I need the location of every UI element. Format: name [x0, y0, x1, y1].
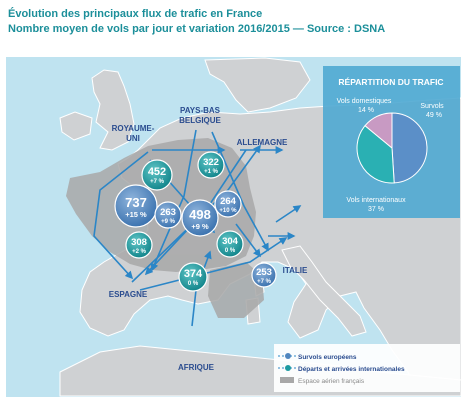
- pct-survols: 49 %: [426, 112, 442, 119]
- arrow-spain-italy: [139, 237, 288, 291]
- label-vols-internationaux: Vols internationaux: [346, 197, 406, 204]
- arrow-uk-spain: [93, 151, 149, 280]
- flow-bubble-circle: [141, 159, 173, 191]
- flow-value: 264: [220, 196, 237, 207]
- flow-value: 498: [189, 207, 211, 222]
- legend-label-survols: Survols européens: [298, 354, 357, 361]
- flow-bubble-circle: [178, 262, 208, 292]
- country-label-benelux: PAYS-BAS BELGIQUE: [179, 106, 221, 125]
- land-britain: [91, 69, 135, 151]
- french-airspace-south: [208, 262, 264, 318]
- flow-bubble-circle: [125, 231, 153, 259]
- legend-swatch-international: [285, 365, 291, 371]
- flow-change: 0 %: [225, 248, 236, 254]
- country-label-uk: ROYAUME-UNI: [112, 124, 155, 143]
- flow-change: +9 %: [191, 222, 209, 231]
- pie-slice-vols-internationaux: [356, 124, 395, 184]
- flow-bubble-308: 308+2 %: [125, 231, 153, 259]
- flow-value: 304: [222, 236, 239, 247]
- pie-slice-survols: [391, 112, 428, 184]
- land-iceland-ireland: [59, 111, 93, 141]
- flow-value: 374: [184, 268, 203, 280]
- land-scandinavia: [204, 57, 311, 113]
- label-survols: Survols: [420, 103, 444, 110]
- flow-bubble-circle: [214, 190, 242, 218]
- arrow-spain-germany: [131, 144, 261, 283]
- flow-bubble-circle: [181, 199, 219, 237]
- arrow-benelux-spain: [150, 129, 197, 272]
- flow-change: +1 %: [204, 169, 219, 175]
- legend: Survols européens Départs et arrivées in…: [274, 344, 460, 392]
- country-label-germany: ALLEMAGNE: [237, 138, 288, 147]
- legend-label-international: Départs et arrivées internationales: [298, 366, 405, 373]
- flow-bubble-263: 263+9 %: [154, 201, 182, 229]
- repartition-inset: RÉPARTITION DU TRAFIC Vols domestiques 1…: [323, 66, 460, 218]
- country-label-italy: ITALIE: [283, 266, 308, 275]
- flow-change: 0 %: [188, 281, 199, 287]
- flow-bubble-circle: [251, 262, 277, 288]
- flow-bubble-498: 498+9 %: [181, 199, 219, 237]
- country-labels: ROYAUME-UNI PAYS-BAS BELGIQUE ALLEMAGNE ESPA…: [109, 106, 308, 372]
- flow-bubble-circle: [216, 230, 244, 258]
- flow-change: +2 %: [132, 249, 147, 255]
- flow-bubbles: 737+15 %452+7 %263+9 % 498+9 %322+1 %264+…: [114, 151, 277, 292]
- country-label-spain: ESPAGNE: [109, 290, 148, 299]
- arrow-germany-italy: [235, 223, 261, 258]
- flow-bubble-322: 322+1 %: [197, 151, 225, 179]
- flow-value: 253: [256, 267, 272, 278]
- flow-value: 263: [160, 207, 176, 218]
- flow-bubble-737: 737+15 %: [114, 184, 158, 228]
- legend-swatch-survols: [285, 353, 291, 359]
- pct-vols-internationaux: 37 %: [368, 206, 384, 213]
- flow-value: 308: [131, 237, 147, 248]
- land-italy: [281, 245, 367, 337]
- legend-label-airspace: Espace aérien français: [298, 378, 365, 385]
- flow-value: 737: [125, 195, 147, 210]
- flow-bubble-264: 264+10 %: [214, 190, 242, 218]
- flow-change: +15 %: [125, 210, 147, 219]
- flow-bubble-circle: [154, 201, 182, 229]
- flow-bubble-253: 253+7 %: [251, 262, 277, 288]
- country-label-africa: AFRIQUE: [178, 363, 215, 372]
- title-line-2: Nombre moyen de vols par jour et variati…: [8, 23, 386, 35]
- legend-box: [274, 344, 460, 392]
- label-vols-domestiques: Vols domestiques: [337, 98, 392, 105]
- flow-change: +7 %: [150, 179, 165, 185]
- title-line-1: Évolution des principaux flux de trafic …: [8, 8, 263, 20]
- flow-value: 322: [203, 157, 219, 168]
- repartition-title: RÉPARTITION DU TRAFIC: [338, 77, 443, 87]
- pie-slice-vols-domestiques: [364, 112, 393, 150]
- flow-change: +9 %: [161, 219, 176, 225]
- flow-bubble-452: 452+7 %: [141, 159, 173, 191]
- flow-value: 452: [148, 166, 166, 178]
- legend-swatch-airspace: [280, 377, 294, 383]
- flow-bubble-circle: [197, 151, 225, 179]
- flow-change: +10 %: [219, 208, 237, 214]
- repartition-pie: [356, 112, 428, 184]
- flow-bubble-circle: [114, 184, 158, 228]
- flow-change: +7 %: [257, 279, 272, 285]
- arrow-italy-east: [275, 205, 302, 223]
- arrow-benelux-italy: [211, 131, 269, 252]
- pct-vols-domestiques: 14 %: [358, 107, 374, 114]
